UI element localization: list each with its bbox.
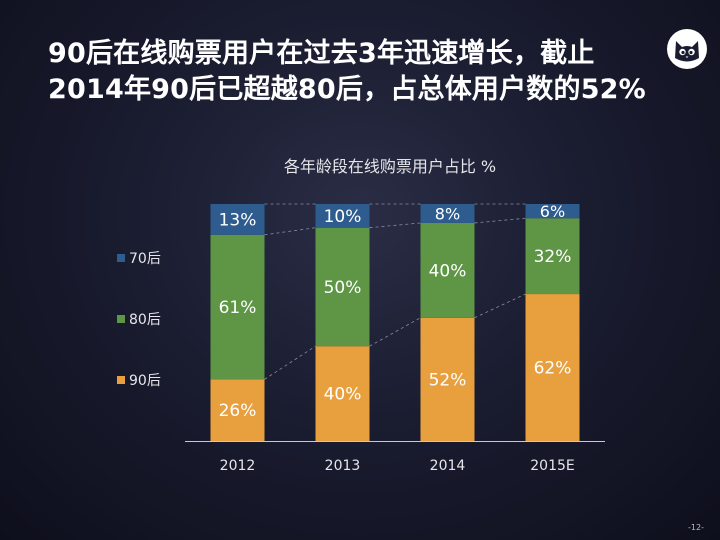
legend-label-80后: 80后: [129, 312, 161, 328]
data-label-2015E-90后: 62%: [534, 359, 572, 379]
data-label-2014-80后: 40%: [429, 261, 467, 281]
legend-swatch-80后: [117, 315, 125, 323]
data-label-2012-80后: 61%: [219, 298, 257, 318]
data-label-2015E-80后: 32%: [534, 247, 572, 267]
bar-segment-2014-80后: [420, 222, 475, 318]
bar-segment-2014-90后: [420, 317, 475, 441]
data-label-2013-80后: 50%: [324, 278, 362, 298]
bar-segment-2014-70后: [420, 204, 475, 223]
bar-segment-2012-70后: [210, 204, 265, 235]
legend-label-90后: 90后: [129, 373, 161, 389]
x-tick-label-2014: 2014: [430, 458, 466, 474]
connector-line-80后: [369, 222, 421, 229]
page-number: -12-: [688, 523, 704, 532]
bar-segment-2012-80后: [210, 234, 265, 380]
x-tick-label-2013: 2013: [325, 458, 361, 474]
bar-segment-2015E-80后: [525, 218, 580, 295]
x-tick-label-2015E: 2015E: [530, 458, 574, 474]
bar-segment-2013-80后: [315, 227, 370, 347]
slide-headline: 90后在线购票用户在过去3年迅速增长，截止 2014年90后已超越80后，占总体…: [48, 36, 648, 108]
headline-line-2: 2014年90后已超越80后，占总体用户数的52%: [48, 74, 646, 105]
bar-segment-2012-90后: [210, 379, 265, 441]
legend-label-70后: 70后: [129, 251, 161, 267]
legend-swatch-70后: [117, 254, 125, 262]
bar-segment-2015E-90后: [525, 294, 580, 441]
connector-line-90后: [474, 293, 526, 319]
connector-line-90后: [369, 317, 421, 347]
data-label-2012-90后: 26%: [219, 401, 257, 421]
legend-swatch-90后: [117, 376, 125, 384]
bar-segment-2013-70后: [315, 204, 370, 228]
data-label-2013-90后: 40%: [324, 385, 362, 405]
bar-segment-2013-90后: [315, 346, 370, 441]
connector-line-90后: [264, 345, 316, 380]
data-label-2015E-70后: 6%: [540, 202, 565, 221]
data-label-2014-70后: 8%: [435, 204, 460, 223]
data-label-2013-70后: 10%: [324, 207, 362, 227]
x-tick-label-2012: 2012: [220, 458, 256, 474]
bar-segment-2015E-70后: [525, 204, 580, 219]
data-label-2012-70后: 13%: [219, 210, 257, 230]
data-label-2014-90后: 52%: [429, 370, 467, 390]
cat-face-icon: [667, 29, 707, 69]
headline-line-1: 90后在线购票用户在过去3年迅速增长，截止: [48, 38, 595, 69]
chart-title: 各年龄段在线购票用户占比 %: [283, 157, 497, 176]
connector-line-80后: [474, 217, 526, 224]
connector-line-80后: [264, 227, 316, 236]
